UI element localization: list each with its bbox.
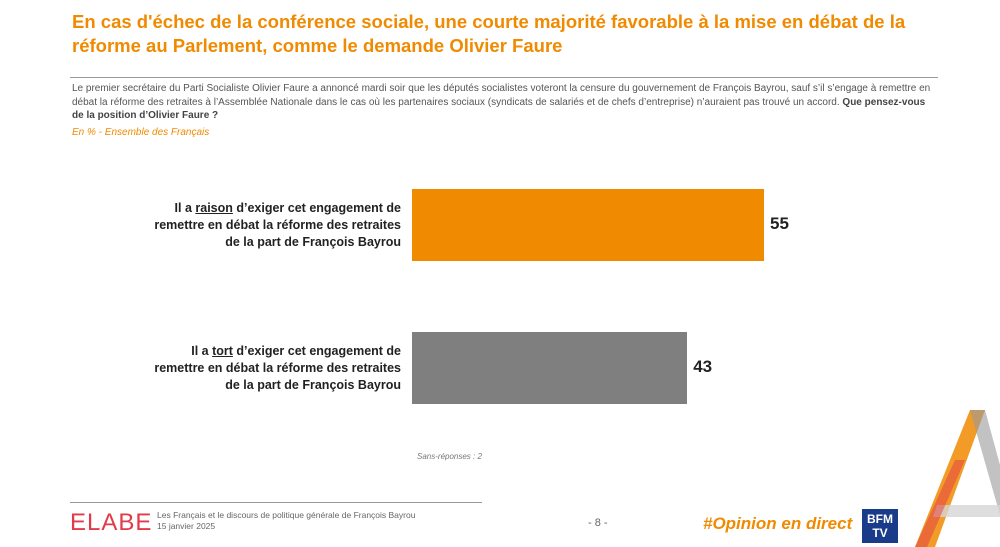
opinion-hashtag: #Opinion en direct	[703, 514, 853, 533]
bfm-tv-logo: BFM TV	[862, 509, 898, 543]
no-answer-note: Sans-réponses : 2	[417, 452, 482, 461]
decorative-a-icon	[915, 410, 1000, 547]
bar-value-tort: 43	[693, 357, 713, 376]
bar-label-raison: Il a raison d’exiger cet engagement de r…	[154, 201, 401, 249]
page-number: - 8 -	[588, 517, 608, 529]
study-title: Les Français et le discours de politique…	[157, 510, 416, 520]
bar-tort	[412, 332, 688, 404]
bar-raison	[412, 189, 764, 261]
study-date: 15 janvier 2025	[157, 521, 216, 531]
keyword-raison: raison	[195, 201, 233, 215]
chart-subtitle: En % - Ensemble des Français	[72, 127, 210, 138]
title-divider	[70, 77, 938, 78]
intro-paragraph: Le premier secrétaire du Parti Socialist…	[72, 83, 931, 108]
intro-text: Le premier secrétaire du Parti Socialist…	[72, 82, 938, 123]
footer-divider	[70, 502, 482, 503]
footer-study-info: Les Français et le discours de politique…	[157, 510, 415, 532]
survey-question: Que pensez-vous de la position d’Olivier…	[72, 96, 926, 122]
keyword-tort: tort	[212, 344, 233, 358]
bar-label-tort: Il a tort d’exiger cet engagement de rem…	[154, 344, 401, 392]
page-title: En cas d'échec de la conférence sociale,…	[72, 11, 906, 56]
elabe-logo: ELABE	[70, 509, 153, 536]
bar-value-raison: 55	[770, 214, 789, 233]
